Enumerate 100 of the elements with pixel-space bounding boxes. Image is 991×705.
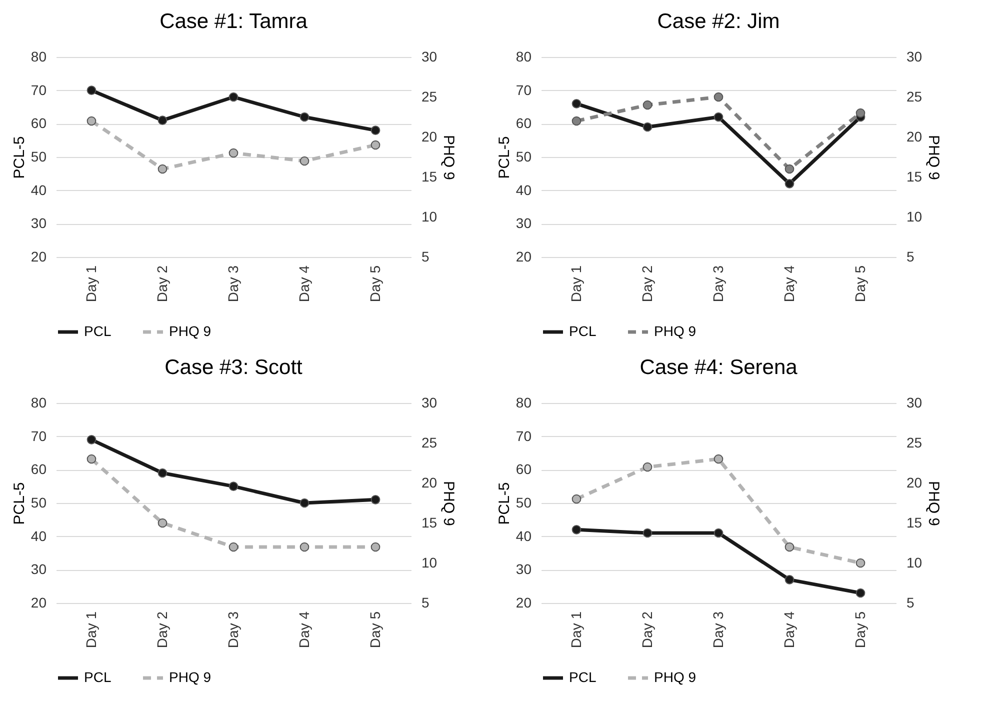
point [856,558,866,568]
y-tick-label: 30 [516,215,532,232]
point [86,454,96,464]
point [572,524,582,534]
y2-axis-title: PHQ 9 [440,480,458,526]
point [158,468,168,478]
x-tick-label: Day 4 [296,265,312,302]
x-tick-label: Day 3 [710,265,726,302]
point [572,494,582,504]
legend-label: PCL [569,669,596,685]
y-tick-label: 70 [516,82,532,98]
y2-tick-label: 30 [906,48,922,64]
point [714,112,724,122]
y-tick-label: 60 [30,115,47,132]
point [300,112,310,122]
y2-tick-label: 25 [422,434,438,450]
point [784,164,794,174]
point [300,542,310,552]
y2-tick-label: 15 [906,168,922,184]
y2-tick-label: 10 [422,554,438,570]
point [370,494,380,504]
point [714,528,724,538]
x-tick-label: Day 5 [852,265,868,302]
point [856,108,866,118]
y2-tick-label: 5 [906,594,914,610]
x-tick-label: Day 5 [367,265,383,302]
x-tick-label: Day 5 [367,611,383,648]
y-tick-label: 50 [30,148,47,164]
y2-tick-label: 5 [422,248,430,264]
x-tick-label: Day 2 [639,611,655,648]
x-tick-label: Day 3 [225,611,241,648]
x-tick-label: Day 4 [296,611,312,648]
x-tick-label: Day 4 [781,611,797,648]
y2-tick-label: 20 [906,128,922,144]
x-tick-label: Day 1 [83,265,99,302]
y2-tick-label: 25 [906,434,922,450]
x-tick-label: Day 1 [568,265,584,302]
y2-axis-title: PHQ 9 [925,480,942,526]
point [300,156,310,166]
point [158,116,168,126]
chart-title: Case #3: Scott [164,356,303,379]
y2-tick-label: 25 [906,88,922,104]
y-tick-label: 70 [516,428,532,444]
y2-tick-label: 20 [906,474,922,490]
point [300,498,310,508]
legend-label: PCL [569,323,596,339]
y2-tick-label: 25 [422,88,438,104]
y2-tick-label: 10 [906,554,922,570]
point [642,100,652,110]
point [784,574,794,584]
y2-axis-title: PHQ 9 [440,134,458,180]
chart-title: Case #1: Tamra [160,10,308,33]
y-tick-label: 60 [516,461,532,478]
y2-tick-label: 20 [422,474,438,490]
y2-tick-label: 30 [422,48,438,64]
point [370,126,380,136]
y-tick-label: 70 [30,428,47,444]
y-tick-label: 30 [30,215,47,232]
x-tick-label: Day 3 [225,265,241,302]
y-axis-title: PCL-5 [10,482,28,525]
point [86,116,96,126]
y-tick-label: 40 [516,182,532,198]
point [86,434,96,444]
y-tick-label: 30 [516,561,532,578]
point [158,164,168,174]
y2-tick-label: 5 [906,248,914,264]
point [642,462,652,472]
y2-tick-label: 10 [906,208,922,224]
point [572,98,582,108]
chart-title: Case #4: Serena [640,356,798,379]
point [642,122,652,132]
y-tick-label: 50 [30,494,47,510]
y2-tick-label: 30 [422,394,438,410]
x-tick-label: Day 1 [568,611,584,648]
y2-tick-label: 10 [422,208,438,224]
point [642,528,652,538]
point [228,482,238,492]
point [158,518,168,528]
y2-tick-label: 30 [906,394,922,410]
y2-tick-label: 15 [906,514,922,530]
x-tick-label: Day 2 [154,611,170,648]
y-tick-label: 40 [516,528,532,544]
y-tick-label: 60 [516,115,532,132]
point [370,542,380,552]
y2-tick-label: 15 [422,168,438,184]
x-tick-label: Day 1 [83,611,99,648]
point [572,116,582,126]
point [86,86,96,96]
point [856,588,866,598]
x-tick-label: Day 4 [781,265,797,302]
y2-tick-label: 15 [422,514,438,530]
x-tick-label: Day 2 [154,265,170,302]
x-tick-label: Day 5 [852,611,868,648]
y2-axis-title: PHQ 9 [925,134,942,180]
legend-label: PHQ 9 [169,323,212,339]
y-tick-label: 30 [30,561,47,578]
point [228,542,238,552]
point [714,454,724,464]
y-tick-label: 20 [30,594,47,610]
y-tick-label: 20 [516,594,532,610]
